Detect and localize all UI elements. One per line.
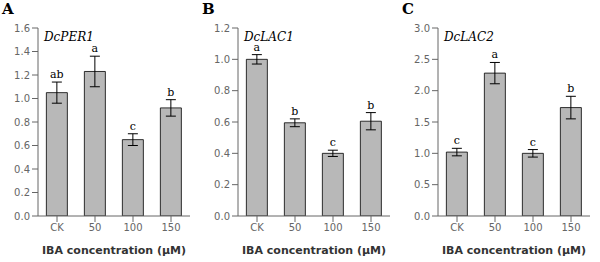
svg-text:100: 100 bbox=[323, 222, 342, 233]
svg-text:0.0: 0.0 bbox=[214, 211, 230, 222]
svg-text:1.2: 1.2 bbox=[14, 70, 30, 81]
svg-text:c: c bbox=[330, 136, 336, 149]
html-text:A: A bbox=[2, 0, 14, 18]
svg-text:a: a bbox=[92, 42, 99, 55]
html-text:C: C bbox=[402, 0, 414, 18]
html-text:DcLAC2: DcLAC2 bbox=[444, 30, 494, 44]
svg-text:3.0: 3.0 bbox=[414, 23, 430, 34]
svg-text:50: 50 bbox=[289, 222, 302, 233]
svg-text:ab: ab bbox=[50, 68, 64, 81]
svg-text:50: 50 bbox=[489, 222, 502, 233]
svg-text:c: c bbox=[530, 136, 536, 149]
svg-text:0.8: 0.8 bbox=[14, 117, 30, 128]
svg-text:CK: CK bbox=[250, 222, 264, 233]
svg-text:0.4: 0.4 bbox=[14, 164, 30, 175]
svg-text:1.5: 1.5 bbox=[414, 117, 430, 128]
svg-text:100: 100 bbox=[523, 222, 542, 233]
svg-text:2.0: 2.0 bbox=[414, 85, 430, 96]
svg-text:b: b bbox=[167, 86, 174, 99]
svg-text:b: b bbox=[291, 105, 298, 118]
svg-text:0.0: 0.0 bbox=[414, 211, 430, 222]
svg-text:100: 100 bbox=[123, 222, 142, 233]
svg-text:2.5: 2.5 bbox=[414, 54, 430, 65]
svg-text:0.0: 0.0 bbox=[14, 211, 30, 222]
svg-text:b: b bbox=[567, 82, 574, 95]
svg-text:0.8: 0.8 bbox=[214, 85, 230, 96]
svg-text:IBA concentration (μM): IBA concentration (μM) bbox=[42, 244, 186, 257]
svg-text:1.0: 1.0 bbox=[14, 93, 30, 104]
svg-text:b: b bbox=[367, 99, 374, 112]
svg-text:1.0: 1.0 bbox=[214, 54, 230, 65]
svg-text:a: a bbox=[492, 48, 499, 61]
svg-text:1.0: 1.0 bbox=[414, 148, 430, 159]
svg-text:1.2: 1.2 bbox=[214, 23, 230, 34]
svg-text:150: 150 bbox=[361, 222, 380, 233]
svg-text:CK: CK bbox=[450, 222, 464, 233]
svg-text:0.4: 0.4 bbox=[214, 148, 230, 159]
svg-text:0.2: 0.2 bbox=[214, 179, 230, 190]
svg-text:0.2: 0.2 bbox=[14, 187, 30, 198]
svg-text:150: 150 bbox=[561, 222, 580, 233]
svg-text:CK: CK bbox=[50, 222, 64, 233]
svg-text:0.5: 0.5 bbox=[414, 179, 430, 190]
svg-text:c: c bbox=[130, 120, 136, 133]
html-text:DcLAC1: DcLAC1 bbox=[244, 30, 294, 44]
svg-text:0.6: 0.6 bbox=[14, 140, 30, 151]
svg-text:1.6: 1.6 bbox=[14, 23, 30, 34]
html-text:DcPER1: DcPER1 bbox=[44, 30, 94, 44]
svg-text:IBA concentration (μM): IBA concentration (μM) bbox=[242, 244, 386, 257]
svg-text:150: 150 bbox=[161, 222, 180, 233]
html-text:B: B bbox=[202, 0, 215, 18]
svg-text:50: 50 bbox=[89, 222, 102, 233]
svg-text:1.4: 1.4 bbox=[14, 46, 30, 57]
svg-text:IBA concentration (μM): IBA concentration (μM) bbox=[442, 244, 586, 257]
svg-text:0.6: 0.6 bbox=[214, 117, 230, 128]
svg-text:c: c bbox=[454, 134, 460, 147]
svg-text:a: a bbox=[253, 40, 261, 54]
